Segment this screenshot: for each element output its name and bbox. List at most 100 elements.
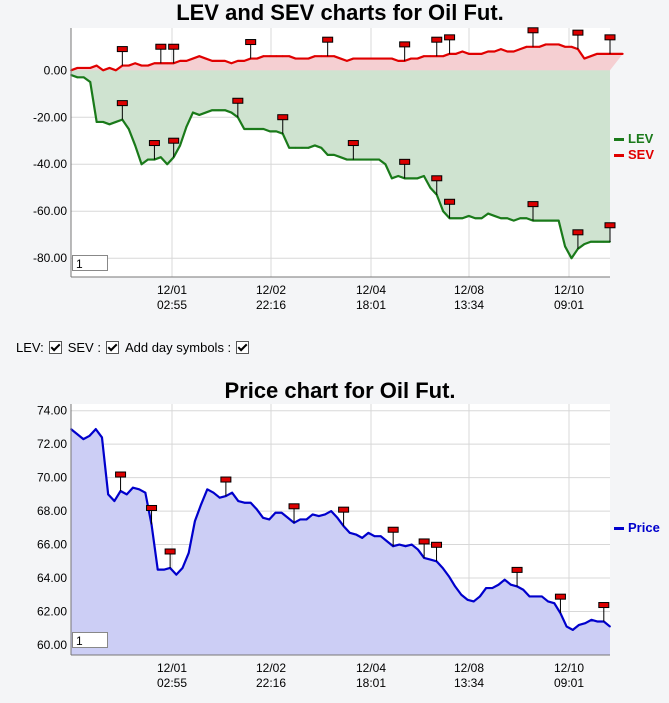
x-tick-time: 22:16 (256, 298, 286, 312)
lev-zoom-input[interactable]: 1 (72, 255, 108, 271)
x-tick-date: 12/08 (454, 661, 484, 675)
data-point-price (274, 511, 277, 514)
data-point-price (194, 520, 196, 523)
x-tick-date: 12/08 (454, 283, 484, 297)
data-point-price (410, 543, 413, 546)
data-point-lev (269, 130, 271, 133)
data-point-sev (589, 55, 592, 58)
price-zoom-input[interactable]: 1 (72, 632, 108, 648)
data-point-sev (397, 59, 400, 62)
day-symbol-sev (604, 34, 616, 54)
data-point-price (268, 518, 271, 521)
y-tick-label: 70.00 (37, 471, 67, 485)
day-symbol-flag (527, 27, 539, 34)
data-point-lev (487, 212, 489, 215)
x-tick-date: 12/01 (157, 283, 187, 297)
data-point-price (187, 552, 190, 554)
sev-checkbox[interactable] (105, 341, 119, 354)
data-point-price (553, 602, 556, 605)
series-fill-price (71, 429, 610, 655)
data-point-price (478, 595, 481, 598)
data-point-price (317, 515, 320, 518)
data-point-lev (512, 219, 515, 222)
data-point-lev (275, 130, 278, 133)
lev-checkbox[interactable] (48, 341, 62, 354)
data-point-price (280, 511, 283, 514)
day-symbol-flag (115, 471, 127, 478)
day-symbol-sev (245, 39, 257, 59)
data-point-price (367, 531, 370, 534)
day-symbol-lev (116, 100, 128, 120)
day-symbols-checkbox[interactable] (236, 341, 250, 354)
price-chart-title: Price chart for Oil Fut. (224, 378, 456, 403)
data-point-lev (339, 156, 342, 159)
data-point-sev (602, 52, 605, 55)
day-symbol-flag (338, 506, 350, 513)
day-symbol-sev (168, 43, 180, 64)
day-symbol-sev (527, 27, 539, 47)
data-point-sev (538, 45, 541, 48)
data-point-price (609, 625, 611, 628)
data-point-price (181, 567, 184, 569)
day-symbol-flag (444, 198, 456, 205)
data-point-price (113, 500, 116, 502)
data-point-sev (153, 62, 156, 65)
x-tick-time: 09:01 (554, 676, 584, 690)
data-point-price (348, 531, 351, 534)
data-point-sev (307, 57, 310, 60)
data-point-price (485, 587, 487, 589)
data-point-sev (204, 57, 207, 60)
legend-price-swatch (614, 527, 624, 531)
data-point-price (311, 513, 314, 516)
x-tick-date: 12/10 (554, 661, 584, 675)
data-point-price (94, 428, 97, 430)
data-point-price (503, 578, 506, 581)
data-point-sev (236, 59, 239, 62)
y-tick-label: 0.00 (44, 63, 68, 77)
data-point-sev (615, 52, 618, 55)
data-point-price (299, 518, 302, 521)
data-point-price (175, 573, 178, 576)
data-point-sev (89, 67, 92, 69)
data-point-sev (371, 57, 374, 60)
data-point-lev (301, 146, 303, 149)
data-point-lev (461, 217, 464, 220)
series-toggle-controls: LEV: SEV : Add day symbols : (16, 340, 252, 355)
data-point-sev (461, 50, 464, 53)
data-point-sev (281, 55, 284, 58)
day-symbol-sev (399, 41, 411, 61)
data-point-price (243, 501, 246, 504)
data-point-lev (358, 158, 361, 161)
data-point-lev (147, 158, 149, 161)
data-point-sev (333, 55, 335, 58)
data-point-price (156, 568, 159, 571)
data-point-price (528, 595, 531, 598)
day-symbol-flag (527, 201, 539, 208)
day-symbol-flag (604, 34, 616, 41)
data-point-sev (493, 50, 496, 53)
day-symbol-flag (164, 548, 176, 555)
data-point-price (491, 587, 494, 589)
data-point-sev (198, 55, 201, 58)
day-symbol-flag (220, 476, 232, 483)
y-tick-label: 64.00 (37, 571, 67, 585)
day-symbol-lev (431, 175, 443, 195)
day-symbol-lev (232, 97, 244, 118)
data-point-lev (307, 146, 310, 149)
price-chart: 74.00 72.00 70.00 68.00 66.00 64.00 62.00 60.00… (37, 404, 611, 690)
data-point-lev (294, 146, 297, 149)
day-symbol-price (431, 541, 443, 562)
day-symbol-flag (418, 538, 430, 545)
data-point-lev (256, 128, 258, 130)
data-point-price (163, 568, 165, 571)
data-point-lev (589, 240, 592, 243)
data-point-sev (230, 62, 233, 65)
data-point-lev (416, 177, 419, 180)
data-point-price (584, 622, 587, 625)
data-point-price (125, 493, 128, 496)
data-point-sev (211, 59, 214, 62)
data-point-sev (429, 55, 432, 58)
day-symbol-flag (245, 39, 257, 46)
data-point-sev (596, 52, 599, 55)
data-point-price (231, 491, 233, 494)
